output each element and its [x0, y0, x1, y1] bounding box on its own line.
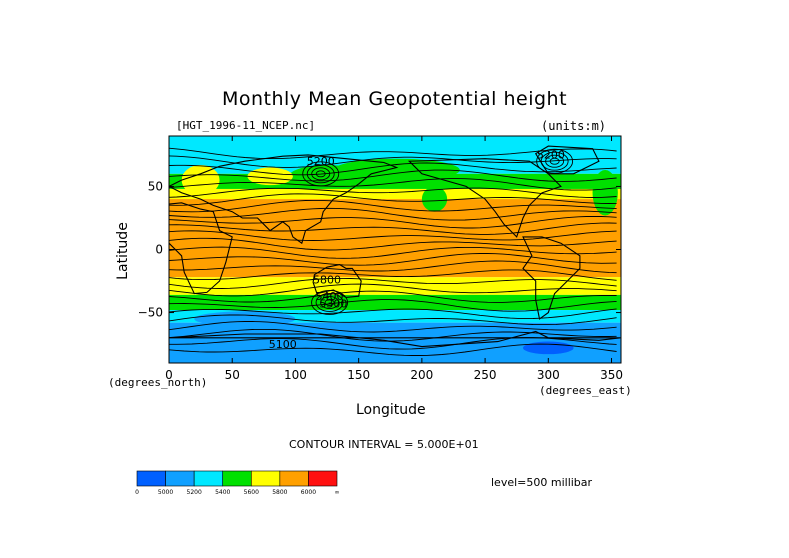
colorbar-swatch: [165, 470, 195, 487]
contour-line: [169, 237, 617, 251]
contour-line: [169, 314, 617, 326]
x-units-label: (degrees_east): [539, 384, 632, 397]
coastline: [169, 202, 233, 295]
contour-line: [169, 299, 617, 312]
contour-closed: [302, 161, 340, 187]
colorbar-label: 0: [135, 489, 139, 496]
units-label: (units:m): [541, 119, 607, 133]
contour-line: [169, 199, 617, 213]
y-axis-label: Latitude: [115, 222, 131, 280]
contour-line: [169, 269, 617, 281]
coastline: [169, 154, 399, 245]
x-tick-label: 150: [347, 368, 370, 382]
y-ticks: 50 0 −50: [138, 179, 621, 320]
contour-closed: [320, 296, 340, 309]
colorbar-swatch: [250, 470, 281, 487]
height-anomaly: [421, 186, 448, 212]
x-tick-label: 250: [474, 368, 497, 382]
contour-closed: [315, 170, 326, 178]
contour-line: [169, 222, 617, 235]
contour-line: [169, 207, 617, 221]
contour-label: 5100: [269, 338, 297, 351]
contour-line: [169, 343, 617, 356]
contour-closed: [324, 299, 335, 306]
contour-label: 5800: [313, 274, 341, 287]
colorbar-swatch: [308, 470, 338, 487]
y-tick-label: −50: [138, 306, 163, 320]
height-anomaly: [523, 341, 574, 355]
contour-line: [169, 162, 617, 176]
x-axis-label: Longitude: [356, 402, 426, 418]
contour-line: [169, 328, 617, 342]
contour-closed: [311, 167, 331, 181]
x-tick-label: 0: [165, 368, 173, 382]
contour-line: [169, 308, 617, 320]
colorbar-swatch: [279, 470, 309, 487]
contour-line: [169, 169, 617, 182]
coastline: [522, 236, 581, 320]
colorbar-label: 5200: [187, 489, 202, 496]
contour-closed: [315, 293, 344, 312]
x-tick-label: 300: [537, 368, 560, 382]
x-ticks: 0 50 100 150 200 250 300 350: [165, 136, 623, 382]
colorbar-label: 5800: [272, 489, 287, 496]
x-tick-label: 350: [600, 368, 623, 382]
contour-closed: [545, 154, 565, 168]
height-band: [169, 294, 621, 311]
contour-line: [169, 215, 617, 229]
height-anomalies: [181, 158, 618, 355]
colorbar-label: ∞: [335, 489, 340, 496]
contour-closed: [536, 148, 574, 174]
colorbar-label: 5400: [215, 489, 230, 496]
coastline: [534, 145, 600, 175]
contour-closed: [549, 157, 560, 165]
colorbar-swatch: [222, 470, 252, 487]
height-band: [169, 188, 621, 200]
contour-line: [169, 178, 617, 191]
contour-interval-label: CONTOUR INTERVAL = 5.000E+01: [289, 438, 479, 451]
chart-title: Monthly Mean Geopotential height: [221, 88, 568, 110]
height-anomaly: [181, 165, 220, 196]
contour-line: [169, 321, 617, 333]
contour-line: [169, 147, 617, 160]
contour-line: [169, 246, 617, 259]
contour-line: [169, 290, 617, 303]
contour-line: [169, 283, 617, 297]
dataset-label: [HGT_1996-11_NCEP.nc]: [176, 119, 316, 132]
coastline: [312, 264, 362, 298]
contour-line: [169, 253, 617, 266]
y-units-label: (degrees_north): [108, 376, 208, 389]
coastline: [169, 330, 621, 348]
coastlines: [169, 145, 621, 348]
x-tick-label: 200: [410, 368, 433, 382]
contour-label: 5400: [316, 290, 344, 303]
x-tick-label: 50: [225, 368, 240, 382]
level-label: level=500 millibar: [491, 476, 593, 489]
y-tick-label: 0: [155, 243, 163, 257]
contour-line: [169, 193, 617, 206]
coastline: [407, 158, 562, 238]
y-tick-label: 50: [148, 179, 163, 193]
contour-label: 5200: [537, 149, 565, 162]
contour-line: [169, 277, 617, 289]
contour-closed: [540, 151, 569, 171]
contour-line: [169, 155, 617, 168]
height-anomaly: [592, 170, 618, 216]
contour-label: 5200: [307, 155, 335, 168]
contour-label: 5300: [319, 298, 347, 311]
colorbar: 0 5000 5200 5400 5600 5800 6000 ∞: [135, 470, 340, 496]
contour-line: [169, 260, 617, 274]
colorbar-swatch: [193, 470, 224, 487]
contour-closed: [306, 164, 335, 184]
colorbar-label: 5000: [158, 489, 173, 496]
colorbar-swatch: [136, 470, 166, 487]
x-tick-label: 100: [284, 368, 307, 382]
colorbar-label: 6000: [301, 489, 316, 496]
colorbar-label: 5600: [244, 489, 259, 496]
contour-line: [169, 230, 617, 241]
